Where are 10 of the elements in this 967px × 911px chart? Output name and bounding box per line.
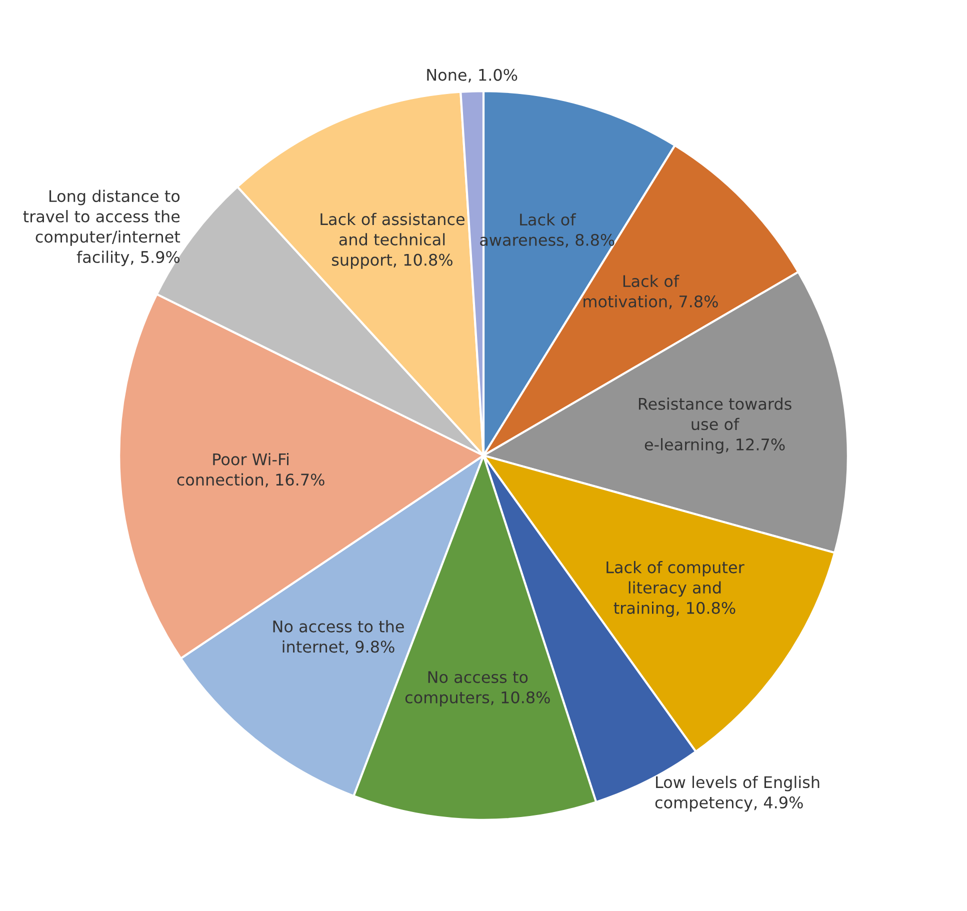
slice-label: Lack of computer literacy and training, 10.8%	[606, 560, 744, 618]
slice-label: Lack of motivation, 7.8%	[584, 274, 718, 310]
slice-label: No access to computers, 10.8%	[405, 671, 550, 707]
slice-label: None, 1.0%	[427, 68, 518, 83]
slice-label: Long distance to travel to access the computer/internet facility, 5.9%	[23, 190, 180, 266]
slice-label: Poor Wi-Fi connection, 16.7%	[177, 452, 324, 488]
slice-label: Lack of assistance and technical support, 10.8%	[320, 212, 464, 269]
slice-label: Resistance towards use of e-learning, 12.7%	[638, 398, 792, 454]
slice-label: Low levels of English competency, 4.9%	[655, 776, 820, 812]
slice-label: No access to the internet, 9.8%	[273, 620, 404, 654]
